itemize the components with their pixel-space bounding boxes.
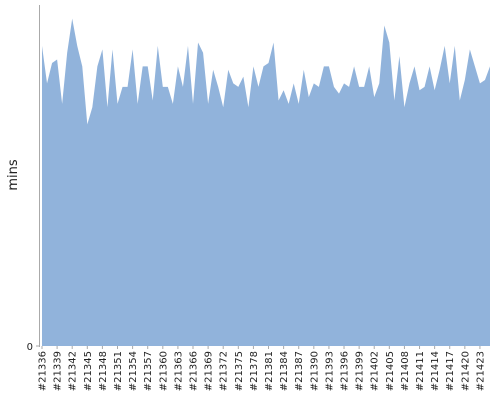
x-tick-label: #21360	[158, 351, 169, 391]
x-tick-label: #21384	[279, 351, 290, 391]
x-tick-label: #21381	[264, 351, 275, 391]
x-tick-label: #21411	[415, 351, 426, 391]
x-tick-label: #21420	[460, 351, 471, 391]
x-tick-label: #21414	[430, 351, 441, 391]
x-tick-label: #21342	[68, 351, 79, 391]
area	[42, 18, 490, 346]
x-tick-label: #21375	[234, 351, 245, 391]
x-tick-label: #21369	[204, 351, 215, 391]
x-tick-label: #21345	[83, 351, 94, 391]
x-tick-label: #21417	[445, 351, 456, 391]
x-tick-label: #21387	[294, 351, 305, 391]
x-tick-label: #21336	[38, 351, 49, 391]
x-tick-label: #21399	[355, 351, 366, 391]
x-tick-label: #21393	[324, 351, 335, 391]
x-tick-label: #21408	[400, 351, 411, 391]
x-tick-label: #21366	[189, 351, 200, 391]
x-tick-label: #21357	[143, 351, 154, 391]
y-tick-label: 0	[27, 342, 33, 353]
x-tick-label: #21402	[370, 351, 381, 391]
x-tick-label: #21372	[219, 351, 230, 391]
x-tick-label: #21423	[475, 351, 486, 391]
y-axis-label: mins	[6, 159, 21, 191]
x-tick-label: #21396	[340, 351, 351, 391]
x-tick-label: #21390	[309, 351, 320, 391]
x-tick-label: #21351	[113, 351, 124, 391]
x-tick-label: #21363	[173, 351, 184, 391]
x-tick-label: #21348	[98, 351, 109, 391]
x-tick-label: #21339	[53, 351, 64, 391]
x-tick-label: #21405	[385, 351, 396, 391]
x-tick-label: #21354	[128, 351, 139, 391]
x-tick-label: #21378	[249, 351, 260, 391]
